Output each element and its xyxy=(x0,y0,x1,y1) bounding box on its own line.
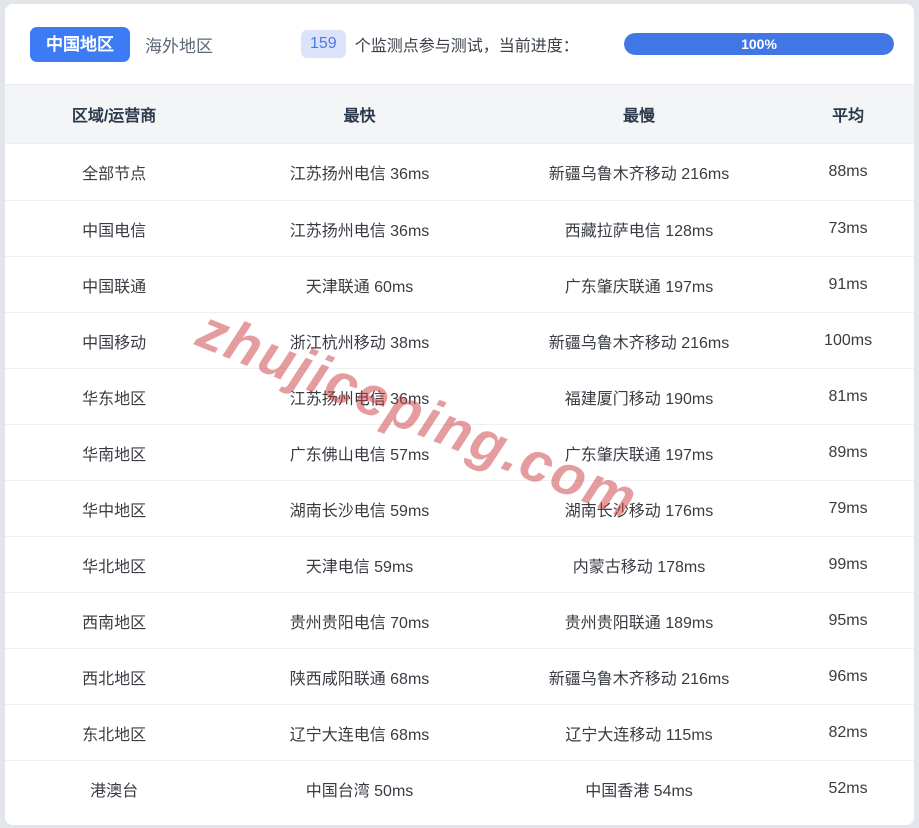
cell-region: 港澳台 xyxy=(90,782,139,800)
cell-region: 中国联通 xyxy=(82,278,147,296)
cell-average: 100ms xyxy=(824,331,873,349)
cell-region: 华南地区 xyxy=(82,446,147,464)
table-row: 华东地区 江苏扬州电信 36ms 福建厦门移动 190ms 81ms xyxy=(5,368,914,424)
cell-fastest: 江苏扬州电信 36ms xyxy=(289,390,430,408)
table-row: 西北地区 陕西咸阳联通 68ms 新疆乌鲁木齐移动 216ms 96ms xyxy=(5,648,914,704)
cell-slowest: 新疆乌鲁木齐移动 216ms xyxy=(548,166,730,183)
monitor-count-badge: 159 xyxy=(301,30,346,58)
cell-fastest: 天津联通 60ms xyxy=(305,278,414,296)
cell-average: 95ms xyxy=(828,611,868,629)
cell-region: 全部节点 xyxy=(82,166,147,183)
cell-region: 西南地区 xyxy=(82,614,147,632)
progress-bar: 100% xyxy=(624,33,894,55)
header-cell-region: 区域/运营商 xyxy=(71,108,157,125)
tab-china-region[interactable]: 中国地区 xyxy=(30,26,130,62)
cell-average: 91ms xyxy=(828,275,868,293)
table-header-row: 区域/运营商 最快 最慢 平均 xyxy=(5,85,914,144)
cell-fastest: 江苏扬州电信 36ms xyxy=(289,166,430,183)
cell-fastest: 湖南长沙电信 59ms xyxy=(289,502,430,520)
cell-fastest: 浙江杭州移动 38ms xyxy=(289,334,430,352)
table-row: 中国联通 天津联通 60ms 广东肇庆联通 197ms 91ms xyxy=(5,256,914,312)
cell-average: 88ms xyxy=(828,163,868,180)
table-row: 华中地区 湖南长沙电信 59ms 湖南长沙移动 176ms 79ms xyxy=(5,480,914,536)
cell-slowest: 广东肇庆联通 197ms xyxy=(564,446,714,464)
cell-fastest: 陕西咸阳联通 68ms xyxy=(289,670,430,688)
cell-slowest: 新疆乌鲁木齐移动 216ms xyxy=(548,334,730,352)
cell-slowest: 中国香港 54ms xyxy=(585,782,693,800)
cell-average: 96ms xyxy=(828,667,868,685)
table-row: 华北地区 天津电信 59ms 内蒙古移动 178ms 99ms xyxy=(5,536,914,592)
cell-average: 52ms xyxy=(828,779,868,797)
cell-average: 89ms xyxy=(828,443,868,461)
cell-region: 华北地区 xyxy=(82,558,147,576)
table-row: 全部节点 江苏扬州电信 36ms 新疆乌鲁木齐移动 216ms 88ms xyxy=(5,144,914,200)
latency-test-panel: 中国地区 海外地区 159 个监测点参与测试，当前进度： 100% 区域/运营商… xyxy=(5,4,914,825)
cell-region: 西北地区 xyxy=(82,670,147,688)
table-row: 港澳台 中国台湾 50ms 中国香港 54ms 52ms xyxy=(5,760,914,816)
table-row: 中国移动 浙江杭州移动 38ms 新疆乌鲁木齐移动 216ms 100ms xyxy=(5,312,914,368)
cell-slowest: 内蒙古移动 178ms xyxy=(572,558,706,576)
cell-average: 73ms xyxy=(828,219,868,237)
cell-fastest: 贵州贵阳电信 70ms xyxy=(289,614,430,632)
tab-overseas-region[interactable]: 海外地区 xyxy=(145,36,213,56)
header-cell-average: 平均 xyxy=(832,108,865,125)
cell-average: 99ms xyxy=(828,555,868,573)
cell-fastest: 中国台湾 50ms xyxy=(305,782,414,800)
table-row: 中国电信 江苏扬州电信 36ms 西藏拉萨电信 128ms 73ms xyxy=(5,200,914,256)
cell-region: 中国电信 xyxy=(82,222,147,240)
cell-fastest: 辽宁大连电信 68ms xyxy=(289,726,430,744)
cell-slowest: 辽宁大连移动 115ms xyxy=(565,726,713,744)
cell-region: 华东地区 xyxy=(82,390,147,408)
cell-fastest: 广东佛山电信 57ms xyxy=(289,446,430,464)
cell-region: 华中地区 xyxy=(82,502,147,520)
cell-average: 82ms xyxy=(828,723,868,741)
cell-slowest: 福建厦门移动 190ms xyxy=(564,390,714,408)
cell-slowest: 广东肇庆联通 197ms xyxy=(564,278,714,296)
cell-slowest: 西藏拉萨电信 128ms xyxy=(564,222,714,240)
cell-fastest: 天津电信 59ms xyxy=(305,558,414,576)
cell-average: 79ms xyxy=(828,499,868,517)
table-row: 西南地区 贵州贵阳电信 70ms 贵州贵阳联通 189ms 95ms xyxy=(5,592,914,648)
header-cell-fastest: 最快 xyxy=(343,108,376,125)
table-row: 东北地区 辽宁大连电信 68ms 辽宁大连移动 115ms 82ms xyxy=(5,704,914,760)
progress-fill: 100% xyxy=(624,33,894,55)
cell-slowest: 新疆乌鲁木齐移动 216ms xyxy=(548,670,730,688)
header-cell-slowest: 最慢 xyxy=(623,108,656,125)
cell-slowest: 湖南长沙移动 176ms xyxy=(564,502,714,520)
topbar: 中国地区 海外地区 159 个监测点参与测试，当前进度： 100% xyxy=(5,4,914,85)
cell-region: 中国移动 xyxy=(82,334,147,352)
table-row: 华南地区 广东佛山电信 57ms 广东肇庆联通 197ms 89ms xyxy=(5,424,914,480)
monitor-progress-text: 个监测点参与测试，当前进度： xyxy=(354,38,579,55)
cell-slowest: 贵州贵阳联通 189ms xyxy=(564,614,714,632)
cell-average: 81ms xyxy=(828,387,868,405)
cell-region: 东北地区 xyxy=(82,726,147,744)
table-body: 全部节点 江苏扬州电信 36ms 新疆乌鲁木齐移动 216ms 88ms 中国电… xyxy=(5,144,914,825)
cell-fastest: 江苏扬州电信 36ms xyxy=(289,222,430,240)
